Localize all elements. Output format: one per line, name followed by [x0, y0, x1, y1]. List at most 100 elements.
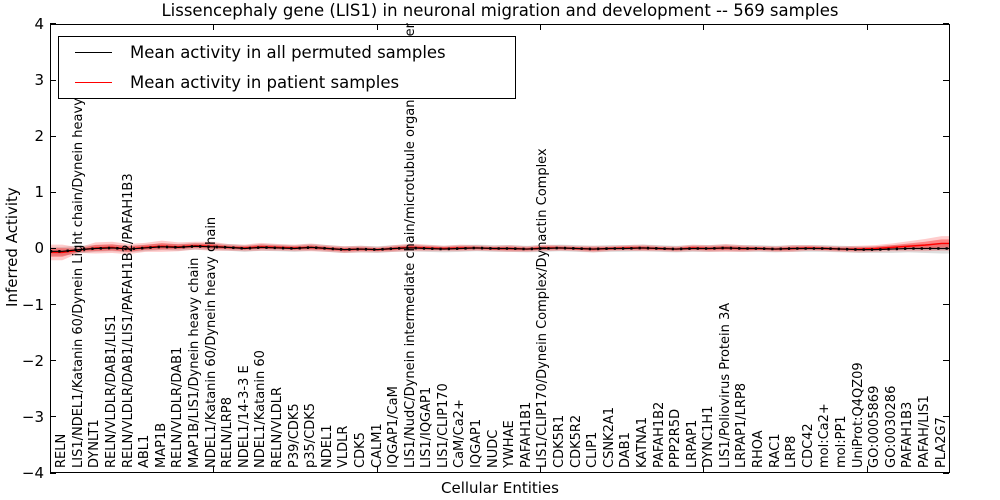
y-tick-mark: [942, 79, 949, 81]
legend-item-permuted: Mean activity in all permuted samples: [59, 39, 515, 66]
x-category-label: LRP8: [784, 435, 800, 468]
x-category-label: CSNK2A1: [601, 406, 617, 468]
x-category-label: PAFAH1B1: [518, 401, 534, 468]
y-tick-label: 0: [34, 239, 44, 258]
y-tick-mark: [50, 79, 56, 81]
x-category-label: LRPAP1: [684, 419, 700, 468]
y-tick-label: −2: [21, 351, 44, 370]
y-tick-mark: [942, 247, 949, 250]
y-tick-mark: [942, 472, 949, 474]
x-tick-mark: [213, 465, 215, 472]
x-category-label: PAFAH1B2: [651, 401, 667, 468]
y-tick-label: 3: [34, 71, 44, 90]
y-tick-label: −4: [21, 463, 44, 482]
x-category-label: IQGAP1: [469, 418, 485, 468]
y-tick-mark: [942, 191, 949, 193]
y-tick-mark: [942, 23, 949, 25]
permuted-band: [50, 242, 950, 256]
black-line-sample-icon: [75, 52, 112, 54]
x-category-label: mol:PP1: [834, 415, 850, 468]
x-category-label: LRPAP1/LRP8: [734, 382, 750, 468]
x-tick-mark: [539, 24, 542, 30]
y-tick-mark: [942, 304, 949, 306]
x-axis-label: Cellular Entities: [441, 479, 559, 497]
x-category-label: RHOA: [751, 430, 767, 468]
x-category-label: MAP1B: [153, 422, 169, 468]
y-tick-label: −3: [21, 407, 44, 426]
legend-item-patient: Mean activity in patient samples: [59, 69, 515, 96]
x-category-label: LIS1/IQGAP1: [419, 386, 435, 468]
y-axis-label: Inferred Activity: [3, 187, 21, 307]
x-category-label: LIS1/Poliovirus Protein 3A: [717, 302, 733, 468]
permuted-mean-markers: [50, 244, 950, 253]
x-category-label: MAP1B/LIS1/Dynein heavy chain: [187, 257, 203, 468]
x-category-label: IQGAP1/CaM: [386, 386, 402, 468]
y-tick-mark: [50, 472, 56, 474]
y-tick-mark: [50, 135, 56, 137]
legend-label: Mean activity in all permuted samples: [130, 43, 446, 63]
x-category-label: RELN/VLDLR/DAB1/LIS1: [104, 314, 120, 468]
x-category-label: RELN/LRP8: [220, 397, 236, 468]
x-category-label: ABL1: [137, 434, 153, 468]
x-category-label: NDEL1/14-3-3 E: [236, 365, 252, 468]
y-tick-label: 4: [34, 15, 44, 33]
x-tick-mark: [213, 24, 215, 30]
y-tick-mark: [50, 23, 56, 25]
x-category-label: NDEL1: [319, 424, 335, 468]
x-category-label: PAFAH/LIS1: [916, 395, 932, 468]
x-category-label: DYNC1H1: [701, 405, 717, 468]
x-tick-mark: [703, 24, 705, 30]
y-tick-label: 2: [34, 127, 44, 146]
x-category-label: CaM/Ca2+: [452, 399, 468, 468]
x-tick-mark: [703, 465, 705, 472]
x-category-label: CDC42: [800, 423, 816, 468]
x-category-label: CDK5R2: [568, 414, 584, 468]
y-tick-label: −1: [21, 295, 44, 314]
x-category-label: VLDLR: [336, 425, 352, 468]
x-category-label: p35/CDK5: [303, 402, 319, 468]
y-tick-mark: [50, 416, 56, 418]
y-tick-mark: [50, 360, 56, 362]
x-category-label: LIS1/NDEL1/Katanin 60/Dynein Light chain…: [70, 58, 86, 468]
x-category-label: RELN/VLDLR/DAB1/LIS1/PAFAH1B2/PAFAH1B3: [120, 173, 136, 468]
x-tick-mark: [866, 24, 868, 30]
x-category-label: DAB1: [618, 432, 634, 468]
chart-title: Lissencephaly gene (LIS1) in neuronal mi…: [161, 1, 839, 20]
y-tick-mark: [50, 247, 56, 250]
x-category-label: RELN/VLDLR/DAB1: [170, 346, 186, 468]
x-category-label: CDK5R1: [552, 414, 567, 468]
x-category-label: LIS1/CLIP170/Dynein Complex/Dynactin Com…: [535, 148, 551, 468]
legend: Mean activity in all permuted samples Me…: [58, 36, 516, 99]
x-category-label: DYNLT1: [87, 419, 103, 468]
x-category-label: GO:0030286: [883, 385, 899, 468]
y-tick-mark: [50, 191, 56, 193]
x-category-label: UniProt:Q4QZ09: [850, 362, 866, 468]
x-category-label: RELN: [54, 433, 70, 468]
x-category-label: P39/CDK5: [286, 403, 302, 468]
x-tick-mark: [376, 24, 378, 30]
x-category-label: CALM1: [369, 423, 385, 468]
x-category-label: YWHAE: [502, 420, 518, 468]
y-tick-mark: [942, 416, 949, 418]
y-tick-mark: [942, 360, 949, 362]
x-category-label: GO:0005869: [867, 385, 883, 468]
x-category-label: PAFAH1B3: [900, 401, 916, 468]
y-tick-mark: [50, 304, 56, 306]
x-category-label: mol:Ca2+: [817, 403, 833, 468]
y-tick-label: 1: [34, 183, 44, 202]
x-category-label: NUDC: [485, 429, 501, 468]
x-category-label: CDK5: [352, 432, 368, 468]
x-category-label: NDEL1/Katanin 60: [253, 350, 269, 468]
x-category-label: PLA2G7: [933, 417, 949, 468]
x-category-label: KATNA1: [634, 416, 650, 468]
x-category-label: CLIP1: [585, 431, 601, 468]
x-category-label: PPP2R5D: [668, 408, 684, 468]
x-category-label: LIS1/CLIP170: [435, 383, 451, 468]
x-category-label: RAC1: [767, 433, 783, 468]
legend-label: Mean activity in patient samples: [130, 72, 400, 92]
x-tick-mark: [376, 465, 378, 472]
x-tick-mark: [866, 465, 868, 472]
y-tick-mark: [942, 135, 949, 137]
